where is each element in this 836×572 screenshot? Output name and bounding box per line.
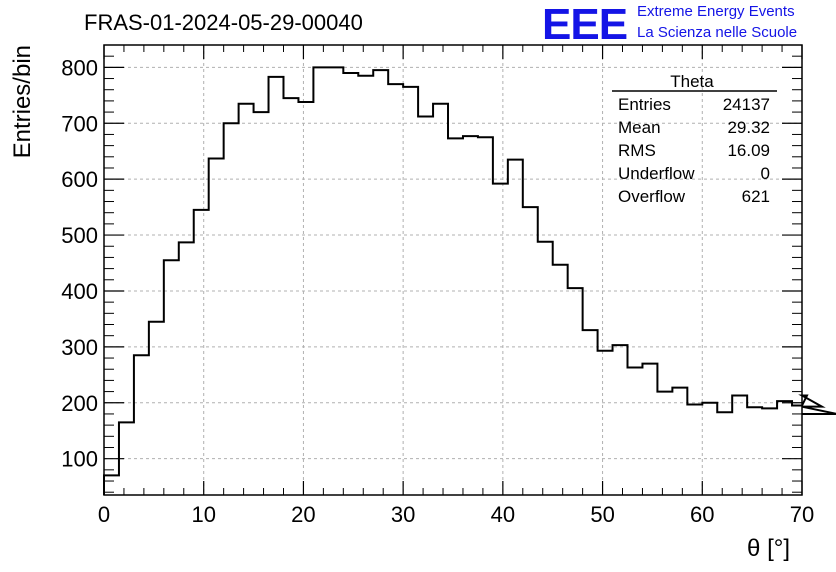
x-tick-label: 40 [491, 502, 515, 527]
y-axis: 100 200 300 400 500 600 700 800 [61, 44, 802, 493]
y-tick-label: 200 [61, 391, 98, 416]
stats-title: Theta [670, 72, 714, 91]
histogram-line [103, 66, 836, 495]
stats-label: Mean [618, 118, 661, 137]
stats-rows: Entries 24137 Mean 29.32 RMS 16.09 Underflow 0 O… [618, 95, 770, 206]
x-tick-label: 10 [191, 502, 215, 527]
y-tick-label: 500 [61, 223, 98, 248]
x-tick-label: 20 [291, 502, 315, 527]
stats-value: 0 [761, 164, 770, 183]
stats-value: 24137 [723, 95, 770, 114]
plot-frame [103, 44, 803, 496]
x-tick-label: 50 [590, 502, 614, 527]
brand-tagline: La Scienza nelle Scuole [637, 24, 798, 41]
y-tick-label: 700 [61, 111, 98, 136]
x-tick-label: 0 [98, 502, 110, 527]
stats-label: RMS [618, 141, 656, 160]
stats-value: 29.32 [727, 118, 770, 137]
y-tick-label: 600 [61, 167, 98, 192]
stats-label: Overflow [618, 187, 686, 206]
y-tick-label: 300 [61, 335, 98, 360]
y-tick-label: 100 [61, 447, 98, 472]
brand-name: Extreme Energy Events [637, 3, 795, 20]
x-axis: 0 10 20 30 40 50 60 70 [98, 45, 814, 527]
y-axis-label: Entries/bin [9, 45, 36, 158]
y-tick-label: 400 [61, 279, 98, 304]
x-tick-label: 70 [790, 502, 814, 527]
run-title: FRAS-01-2024-05-29-00040 [84, 10, 363, 35]
y-tick-label: 800 [61, 55, 98, 80]
x-tick-label: 60 [690, 502, 714, 527]
stats-label: Entries [618, 95, 671, 114]
x-tick-label: 30 [391, 502, 415, 527]
eee-logo: EEE [542, 0, 628, 49]
stats-box: Theta Entries 24137 Mean 29.32 RMS 16.09 Under… [612, 72, 777, 206]
grid-lines [104, 45, 802, 495]
stats-value: 621 [742, 187, 770, 206]
stats-label: Underflow [618, 164, 695, 183]
stats-value: 16.09 [727, 141, 770, 160]
x-axis-label: θ [°] [747, 535, 790, 562]
